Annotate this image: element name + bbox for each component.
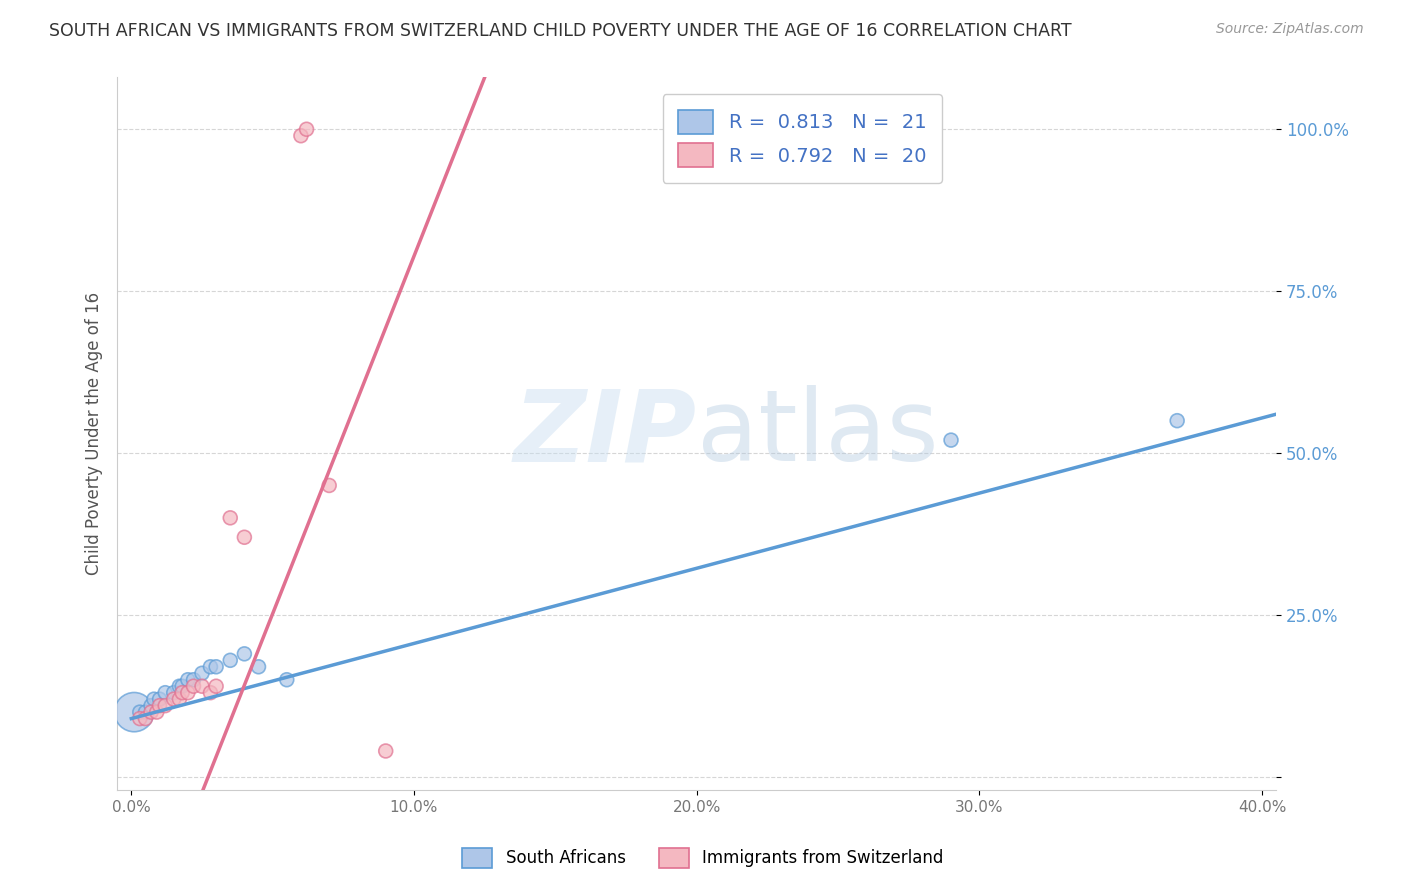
Point bbox=[163, 686, 186, 700]
Point bbox=[183, 679, 205, 693]
Point bbox=[155, 698, 177, 713]
Text: Source: ZipAtlas.com: Source: ZipAtlas.com bbox=[1216, 22, 1364, 37]
Point bbox=[163, 692, 186, 706]
Point bbox=[233, 647, 256, 661]
Point bbox=[172, 686, 194, 700]
Point bbox=[200, 686, 222, 700]
Point bbox=[219, 511, 242, 525]
Point bbox=[276, 673, 298, 687]
Point bbox=[149, 698, 172, 713]
Point bbox=[142, 692, 165, 706]
Point bbox=[128, 705, 150, 719]
Point bbox=[134, 705, 156, 719]
Point bbox=[172, 679, 194, 693]
Point bbox=[169, 692, 191, 706]
Point bbox=[205, 660, 228, 674]
Point bbox=[169, 679, 191, 693]
Point bbox=[177, 673, 200, 687]
Legend: South Africans, Immigrants from Switzerland: South Africans, Immigrants from Switzerl… bbox=[456, 841, 950, 875]
Point bbox=[183, 673, 205, 687]
Point bbox=[290, 128, 312, 143]
Point bbox=[295, 122, 318, 136]
Point bbox=[205, 679, 228, 693]
Point bbox=[191, 666, 214, 681]
Text: SOUTH AFRICAN VS IMMIGRANTS FROM SWITZERLAND CHILD POVERTY UNDER THE AGE OF 16 C: SOUTH AFRICAN VS IMMIGRANTS FROM SWITZER… bbox=[49, 22, 1071, 40]
Point bbox=[145, 705, 167, 719]
Legend: R =  0.813   N =  21, R =  0.792   N =  20: R = 0.813 N = 21, R = 0.792 N = 20 bbox=[662, 95, 942, 183]
Point bbox=[219, 653, 242, 667]
Point bbox=[139, 698, 162, 713]
Point bbox=[128, 712, 150, 726]
Point bbox=[139, 705, 162, 719]
Point bbox=[122, 705, 145, 719]
Point bbox=[200, 660, 222, 674]
Y-axis label: Child Poverty Under the Age of 16: Child Poverty Under the Age of 16 bbox=[86, 292, 103, 575]
Point bbox=[191, 679, 214, 693]
Text: ZIP: ZIP bbox=[513, 385, 696, 483]
Point bbox=[233, 530, 256, 544]
Point bbox=[318, 478, 340, 492]
Point bbox=[134, 712, 156, 726]
Point bbox=[247, 660, 270, 674]
Point bbox=[939, 433, 962, 447]
Text: atlas: atlas bbox=[696, 385, 938, 483]
Point bbox=[155, 686, 177, 700]
Point bbox=[374, 744, 396, 758]
Point bbox=[177, 686, 200, 700]
Point bbox=[1166, 414, 1188, 428]
Point bbox=[149, 692, 172, 706]
